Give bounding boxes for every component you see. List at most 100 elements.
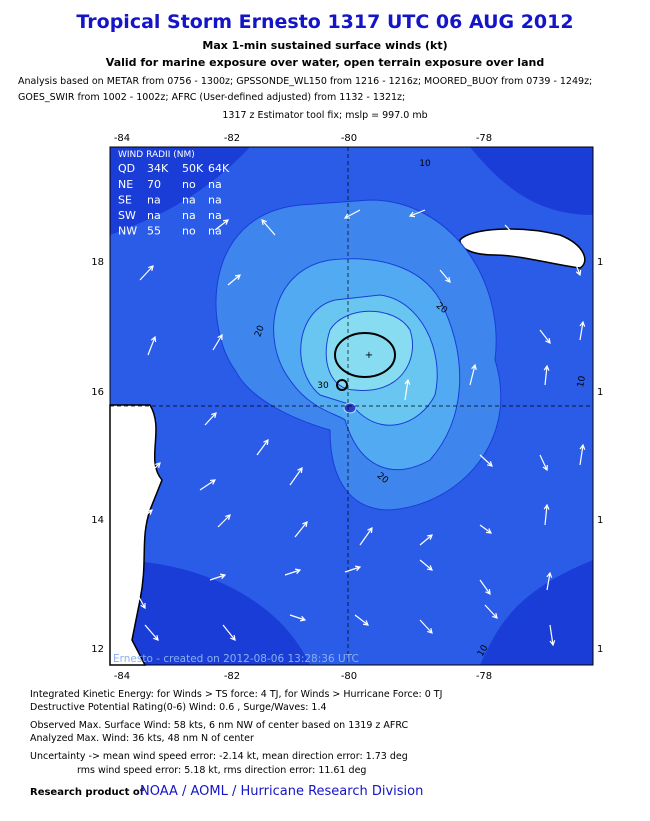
wind-arrow	[479, 579, 491, 596]
wind-arrow	[539, 454, 548, 472]
fix-line: 1317 z Estimator tool fix; mslp = 997.0 …	[222, 110, 427, 121]
wind-arrow	[134, 589, 146, 610]
wind-arrow	[209, 573, 227, 581]
wind-arrow	[419, 534, 433, 546]
lon-label: -82	[224, 133, 240, 144]
wind-arrow	[419, 619, 433, 634]
lat-label: 18	[91, 257, 104, 268]
lon-label: -84	[114, 671, 130, 682]
wind-arrow	[543, 364, 550, 386]
storm-center	[343, 402, 357, 414]
wind-arrow	[289, 614, 307, 622]
wind-arrow	[354, 614, 369, 626]
wind-arrow	[549, 624, 556, 647]
contour-line	[336, 379, 348, 391]
lat-label: 14	[91, 515, 104, 526]
radii-title: WIND RADII (NM)	[118, 150, 195, 160]
contour-label: 30	[317, 381, 329, 391]
contour-label: 10	[576, 375, 588, 388]
radii-cell: 55	[147, 225, 161, 238]
lat-label: 1	[597, 257, 603, 268]
radii-cell: SE	[118, 194, 132, 207]
wind-arrow	[289, 466, 303, 486]
wind-arrow	[129, 419, 147, 431]
lon-label: -78	[476, 671, 492, 682]
radii-cell: SW	[118, 209, 136, 222]
contour-label: 10	[419, 159, 431, 169]
radii-cell: na	[208, 178, 222, 191]
footer-line: rms wind speed error: 5.18 kt, rms direc…	[77, 765, 366, 776]
radii-cell: no	[182, 178, 196, 191]
wind-arrow	[539, 329, 551, 344]
radii-cell: na	[147, 209, 161, 222]
contour-label: 20	[253, 324, 266, 338]
map-frame	[109, 146, 594, 666]
wind-arrow	[139, 265, 154, 281]
radii-cell: na	[208, 194, 222, 207]
lon-label: -80	[341, 671, 357, 682]
wind-arrow	[543, 503, 550, 526]
radii-cell: na	[182, 209, 196, 222]
wind-arrow	[484, 604, 498, 619]
lon-label: -78	[476, 133, 492, 144]
wind-arrows	[129, 209, 586, 647]
radii-cell: na	[147, 194, 161, 207]
lon-label: -80	[341, 133, 357, 144]
wind-arrow	[579, 443, 586, 466]
wind-arrow	[408, 209, 426, 218]
analysis-line: Analysis based on METAR from 0756 - 1300…	[18, 76, 592, 87]
wind-arrow	[217, 514, 231, 528]
wind-arrow	[574, 261, 582, 277]
wind-arrow	[147, 335, 157, 356]
map: +	[109, 146, 594, 666]
lat-label: 12	[91, 644, 104, 655]
wind-arrow	[469, 363, 477, 386]
wind-arrow	[404, 378, 411, 401]
wind-arrow	[204, 412, 217, 426]
wind-arrow	[359, 526, 373, 546]
contour-fill	[110, 147, 593, 665]
wind-arrow	[214, 219, 229, 231]
wind-arrow	[419, 559, 433, 571]
radii-cell: no	[182, 225, 196, 238]
wind-arrow	[479, 524, 493, 534]
footer-line: Analyzed Max. Wind: 36 kts, 48 nm N of c…	[30, 733, 254, 744]
wind-arrow	[294, 521, 308, 538]
analysis-line: GOES_SWIR from 1002 - 1002z; AFRC (User-…	[18, 92, 405, 103]
footer-line: Integrated Kinetic Energy: for Winds > T…	[30, 689, 442, 700]
lat-label: 1	[597, 387, 603, 398]
watermark: Ernesto - created on 2012-08-06 13:28:36…	[113, 653, 359, 665]
wind-arrow	[144, 624, 159, 641]
radii-header: QD	[118, 162, 135, 175]
subtitle: Max 1-min sustained surface winds (kt)	[202, 39, 447, 52]
wind-arrow	[212, 333, 223, 351]
wind-arrow	[504, 224, 520, 241]
radii-header: 50K	[182, 162, 204, 175]
wind-arrow	[227, 274, 241, 286]
footer-line: Uncertainty -> mean wind speed error: -2…	[30, 751, 408, 762]
wind-arrow	[261, 219, 276, 236]
lat-label: 1	[597, 644, 603, 655]
footer-line: Destructive Potential Rating(0-6) Wind: …	[30, 702, 327, 713]
lon-label: -82	[224, 671, 240, 682]
wind-arrow	[256, 438, 269, 456]
wind-arrow	[479, 454, 493, 467]
radii-cell: na	[182, 194, 196, 207]
wind-arrow	[344, 565, 362, 573]
organization: NOAA / AOML / Hurricane Research Divisio…	[140, 784, 423, 799]
center-marker: +	[365, 350, 373, 361]
subtitle: Valid for marine exposure over water, op…	[106, 56, 544, 69]
wind-arrow	[139, 509, 153, 521]
lon-label: -84	[114, 133, 130, 144]
contour-line	[334, 332, 396, 378]
radii-cell: na	[208, 209, 222, 222]
wind-arrow	[579, 320, 586, 341]
radii-cell: NE	[118, 178, 133, 191]
lat-label: 16	[91, 387, 104, 398]
wind-arrow	[343, 209, 361, 219]
radii-cell: 70	[147, 178, 161, 191]
wind-arrow	[222, 624, 236, 641]
wind-arrow	[439, 269, 451, 283]
